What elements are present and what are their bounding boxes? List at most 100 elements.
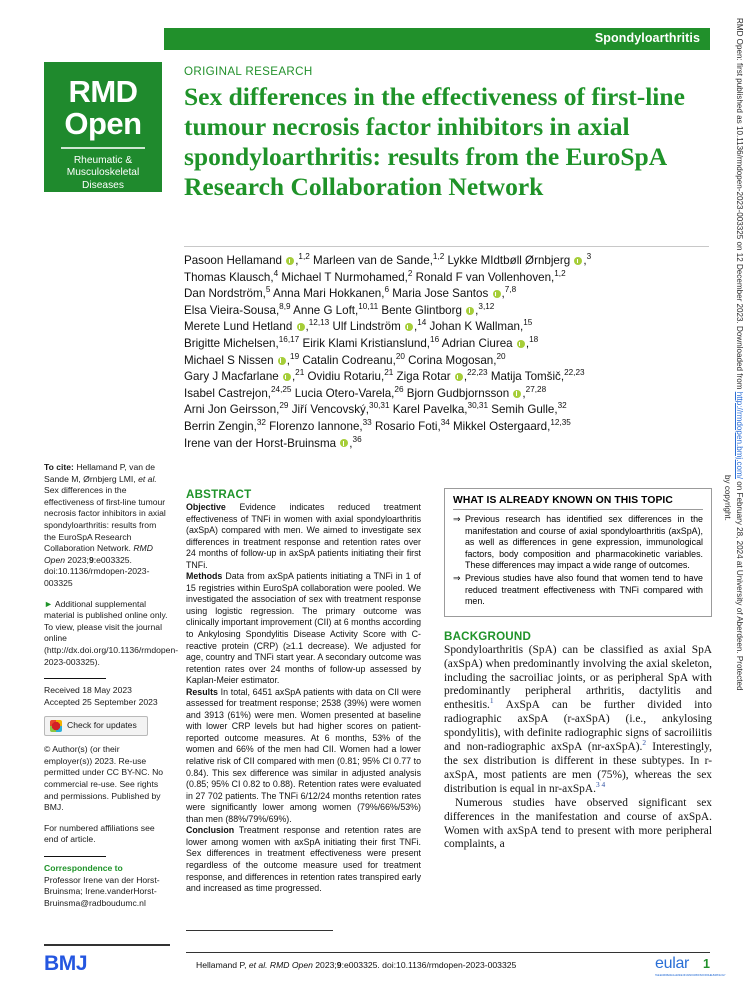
affiliation-marker: 32 (557, 401, 567, 411)
affiliation-marker: 2 (407, 268, 413, 278)
copyright-text: © Author(s) (or their employer(s)) 2023.… (44, 744, 164, 813)
abstract-objective: Objective Evidence indicates reduced tre… (186, 502, 421, 571)
orcid-icon[interactable] (404, 323, 413, 332)
affiliations-note: For numbered affiliations see end of art… (44, 822, 155, 845)
author-line: Michael S Nissen ,19 Catalin Codreanu,20… (184, 351, 712, 370)
affiliation-marker: 3,12 (478, 301, 495, 311)
background-paragraph-2: Numerous studies have observed significa… (444, 796, 712, 851)
affiliation-marker: 30,31 (467, 401, 489, 411)
check-for-updates-button[interactable]: Check for updates (44, 716, 148, 737)
background-paragraph-1: Spondyloarthritis (SpA) can be classifie… (444, 643, 712, 795)
publication-watermark: RMD Open: first published as 10.1136/rmd… (718, 18, 748, 978)
abstract-heading: ABSTRACT (186, 488, 252, 501)
author-line: Gary J Macfarlane ,21 Ovidiu Rotariu,21 … (184, 369, 712, 386)
section-header-bar: Spondyloarthritis (164, 28, 710, 50)
author-name: Arni Jon Geirsson, (184, 403, 280, 417)
author-name: Florenzo Iannone, (265, 419, 363, 433)
author-name: Ovidiu Rotariu, (304, 370, 385, 384)
abstract-objective-label: Objective (186, 502, 226, 512)
abstract-methods-label: Methods (186, 571, 223, 582)
affiliation-marker: 18 (529, 335, 539, 345)
affiliation-marker: 7,8 (504, 285, 517, 295)
abstract-conclusion-label: Conclusion (186, 825, 235, 836)
author-line: Dan Nordström,5 Anna Mari Hokkanen,6 Mar… (184, 286, 712, 303)
author-name: Karel Pavelka, (389, 403, 468, 417)
orcid-icon[interactable] (466, 306, 475, 315)
abstract-conclusion-text: Treatment response and retention rates a… (186, 825, 421, 894)
orcid-icon[interactable] (492, 290, 501, 299)
double-arrow-icon: ⇒ (453, 514, 461, 524)
orcid-icon[interactable] (516, 339, 525, 348)
affiliation-marker: 16,17 (278, 335, 300, 345)
article-title: Sex differences in the effectiveness of … (184, 82, 685, 201)
author-line: Brigitte Michelsen,16,17 Eirik Klami Kri… (184, 336, 712, 353)
orcid-icon[interactable] (513, 389, 522, 398)
abstract-conclusion: Conclusion Treatment response and retent… (186, 825, 421, 894)
footer-citation: Hellamand P, et al. RMD Open 2023;9:e003… (196, 960, 517, 970)
affiliation-marker: 29 (279, 401, 289, 411)
to-cite-label: To cite: (44, 462, 74, 472)
watermark-link[interactable]: http://rmdopen.bmj.com/ (735, 391, 744, 480)
affiliation-marker: 1,2 (554, 268, 566, 278)
author-name: Ronald F van Vollenhoven, (412, 270, 555, 284)
author-name: Maria Jose Santos (389, 287, 492, 301)
affiliation-marker: 3 (586, 252, 592, 262)
author-name: , (291, 370, 296, 384)
orcid-icon[interactable] (340, 439, 349, 448)
author-name: Gary J Macfarlane (184, 370, 282, 384)
author-line: Pasoon Hellamand ,1,2 Marleen van de San… (184, 253, 712, 270)
author-name: Isabel Castrejon, (184, 386, 271, 400)
author-name: Adrian Ciurea (439, 336, 516, 350)
orcid-icon[interactable] (454, 373, 463, 382)
journal-logo-open: Open (64, 106, 142, 141)
affiliation-marker: 22,23 (467, 368, 488, 378)
affiliation-marker: 30,31 (369, 401, 390, 411)
correspondence-body: Professor Irene van der Horst-Bruinsma; … (44, 874, 160, 908)
author-name: Anne G Loft, (290, 303, 359, 317)
author-name: , (525, 336, 530, 350)
author-name: Pasoon Hellamand (184, 254, 286, 267)
section-label: Spondyloarthritis (594, 31, 700, 45)
reference-1: 1 (489, 696, 494, 706)
author-name: Dan Nordström, (184, 287, 266, 301)
abstract-objective-text: Evidence indicates reduced treatment eff… (186, 502, 421, 570)
author-name: Marleen van de Sande, (309, 254, 433, 267)
author-name: Mikkel Ostergaard, (449, 419, 551, 433)
author-line: Irene van der Horst-Bruinsma ,36 (184, 434, 712, 453)
orcid-icon[interactable] (277, 356, 286, 365)
affiliation-marker: 20 (395, 351, 405, 361)
publisher-logo: BMJ (44, 952, 88, 975)
affiliation-marker: 36 (352, 434, 362, 444)
orcid-icon[interactable] (574, 256, 583, 265)
author-name: , (349, 436, 353, 450)
author-name: Elsa Vieira-Sousa, (184, 303, 280, 317)
crossmark-icon (50, 720, 62, 733)
affiliation-marker: 34 (440, 418, 450, 428)
author-name: , (463, 370, 468, 384)
orcid-icon[interactable] (286, 256, 295, 265)
orcid-icon[interactable] (282, 373, 291, 382)
journal-logo-sub-2: Musculoskeletal (66, 167, 140, 178)
author-name: Brigitte Michelsen, (184, 336, 279, 350)
affiliation-marker: 1,2 (432, 252, 445, 262)
author-name: Bjorn Gudbjornsson (403, 386, 513, 400)
affiliation-marker: 12,35 (550, 418, 571, 428)
author-name: , (475, 303, 479, 317)
orcid-icon[interactable] (296, 323, 305, 332)
abstract-methods-text: Data from axSpA patients initiating a TN… (186, 571, 421, 686)
author-name: Eirik Klami Kristianslund, (299, 336, 431, 350)
affiliation-marker: 27,28 (525, 384, 547, 394)
author-line: Merete Lund Hetland ,12,13 Ulf Lindström… (184, 319, 712, 336)
author-line: Elsa Vieira-Sousa,8,9 Anne G Loft,10,11 … (184, 301, 712, 320)
affiliation-marker: 21 (384, 368, 394, 378)
affiliation-marker: 32 (256, 418, 266, 428)
received-date: Received 18 May 2023 (44, 685, 132, 696)
abstract-column: ABSTRACT Objective Evidence indicates re… (186, 488, 421, 895)
main-column: WHAT IS ALREADY KNOWN ON THIS TOPIC ⇒ Pre… (444, 488, 712, 852)
to-cite-block: To cite: Hellamand P, van de Sande M, Ør… (44, 462, 170, 590)
society-logo: eular THE EUROPEAN ALLIANCE OF ASSOCIATIO… (655, 955, 726, 977)
abstract-results: Results In total, 6451 axSpA patients wi… (186, 687, 421, 826)
watermark-line-1: RMD Open: first published as 10.1136/rmd… (735, 18, 744, 691)
watermark-line-2: by copyright. (723, 475, 732, 521)
affiliation-marker: 12,13 (308, 318, 330, 328)
